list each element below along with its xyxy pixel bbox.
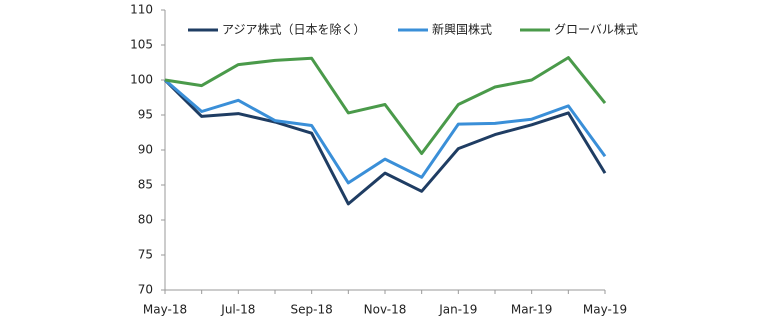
y-tick-label: 105 [130, 38, 153, 52]
y-tick-label: 110 [130, 3, 153, 17]
x-tick-label: Mar-19 [511, 303, 552, 317]
x-tick-label: Nov-18 [364, 303, 407, 317]
x-tick-label: Jan-19 [438, 303, 477, 317]
y-tick-label: 70 [138, 283, 153, 297]
y-tick-label: 90 [138, 143, 153, 157]
y-tick-label: 80 [138, 213, 153, 227]
series-line [164, 56, 607, 155]
x-tick-label: May-19 [583, 303, 627, 317]
y-tick-label: 100 [130, 73, 153, 87]
series-line [164, 78, 607, 185]
legend-label: 新興国株式 [432, 22, 492, 37]
x-tick-label: Jul-18 [220, 303, 255, 317]
y-tick-label: 95 [138, 108, 153, 122]
series-line [163, 78, 607, 206]
y-tick-label: 75 [138, 248, 153, 262]
x-tick-label: May-18 [143, 303, 187, 317]
legend-label: グローバル株式 [554, 22, 638, 37]
x-tick-label: Sep-18 [291, 303, 333, 317]
legend-label: アジア株式（日本を除く） [222, 22, 366, 37]
y-tick-label: 85 [138, 178, 153, 192]
